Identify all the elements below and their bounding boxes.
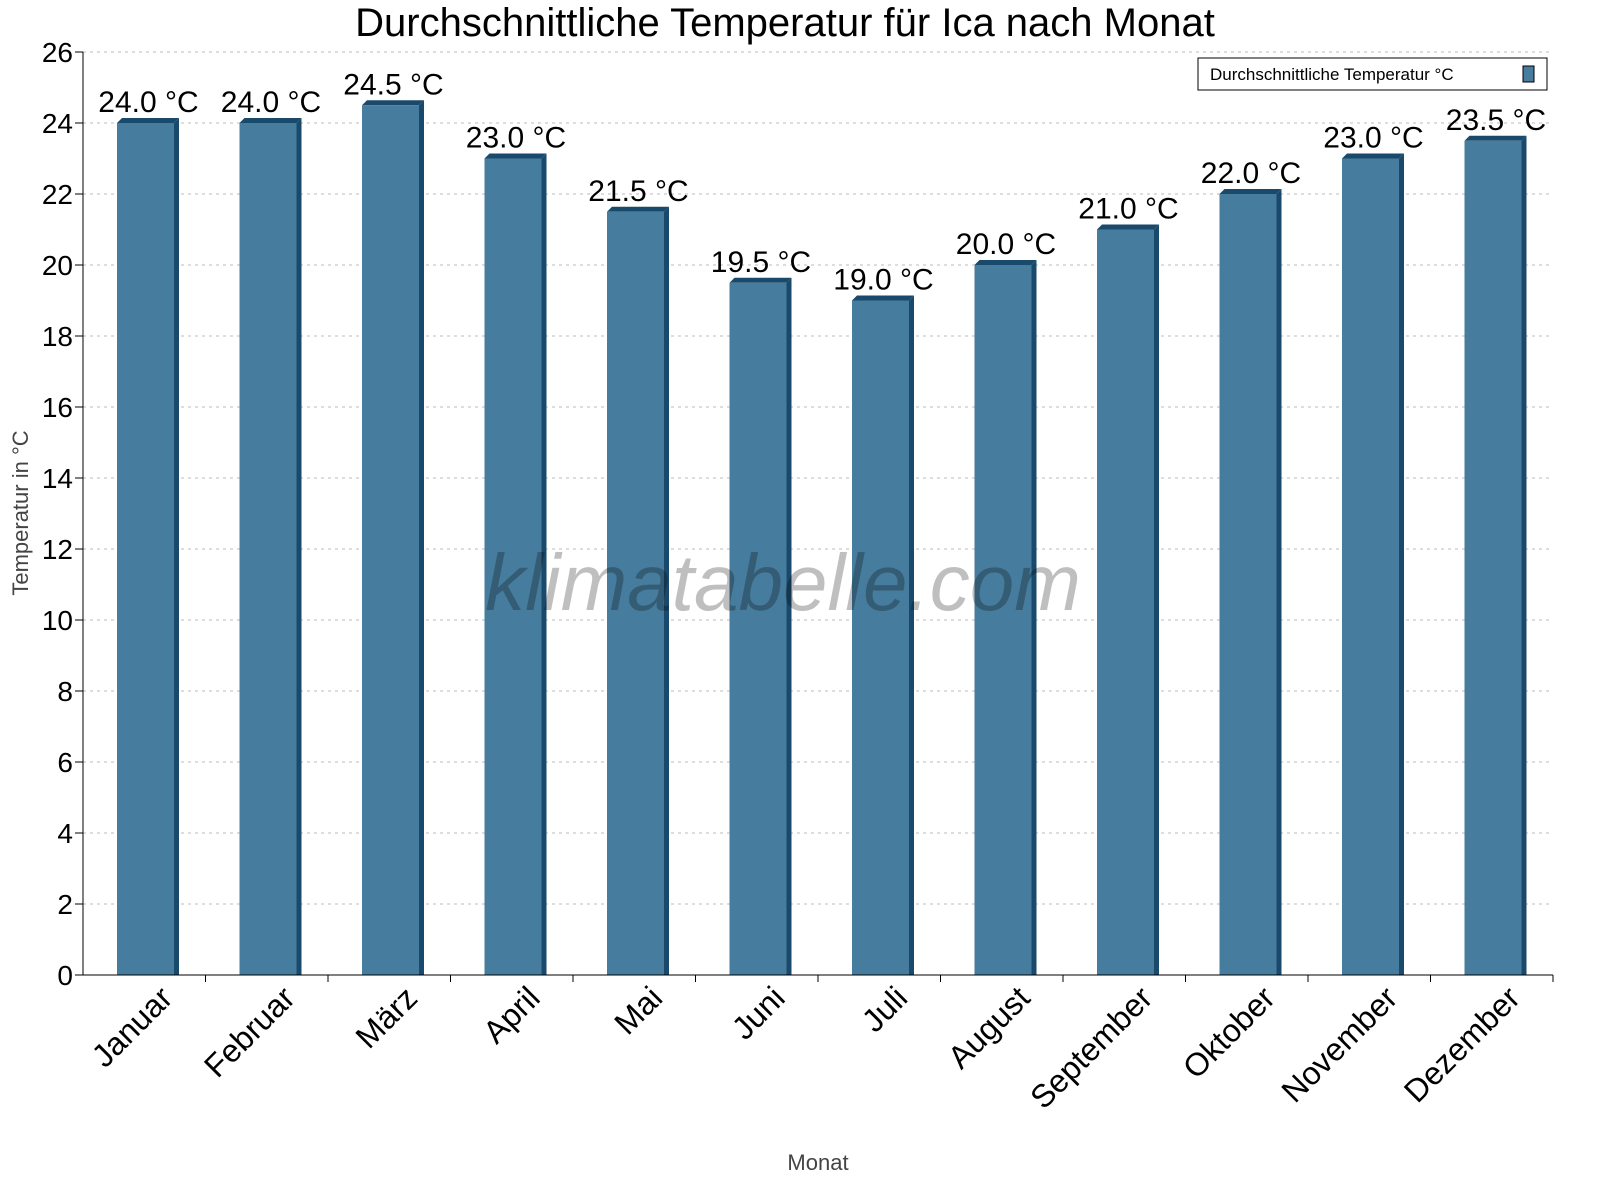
legend-swatch	[1522, 65, 1535, 83]
y-tick-label: 22	[42, 179, 73, 210]
bar-side	[1154, 224, 1159, 975]
bar	[974, 265, 1032, 975]
bar-side	[664, 206, 669, 975]
data-label: 21.0 °C	[1078, 193, 1178, 226]
data-label: 23.0 °C	[1323, 122, 1423, 155]
x-tick-label: Januar	[85, 979, 180, 1074]
bar-side	[1031, 260, 1037, 975]
data-labels: 24.0 °C 24.0 °C 24.5 °C 23.0 °C 21.5 °C 19.5 …	[98, 68, 1546, 296]
y-tick-label: 4	[57, 818, 73, 849]
bar-top	[362, 100, 424, 106]
bar-side	[296, 118, 302, 975]
bar	[607, 211, 664, 975]
x-tick-label: September	[1023, 979, 1159, 1115]
watermark: klimatabelle.com	[485, 538, 1081, 627]
bar	[1219, 194, 1277, 975]
x-tick-label: Juli	[855, 979, 914, 1038]
bar	[1097, 229, 1154, 975]
bar	[1342, 158, 1399, 975]
x-tick-label: August	[941, 979, 1037, 1075]
bar-top	[484, 153, 547, 159]
gridlines	[83, 51, 1553, 905]
bar	[484, 158, 542, 975]
bar-top	[729, 277, 792, 283]
x-tick-label: Oktober	[1176, 979, 1282, 1085]
legend-label: Durchschnittliche Temperatur °C	[1210, 65, 1454, 84]
bar-side	[786, 277, 792, 975]
bar-side	[1521, 135, 1527, 975]
x-tick-label: Mai	[607, 979, 669, 1041]
legend: Durchschnittliche Temperatur °C	[1197, 57, 1548, 91]
data-label: 24.0 °C	[98, 86, 198, 119]
y-tick-label: 10	[42, 605, 73, 636]
bar-side	[1399, 153, 1404, 975]
data-label: 22.0 °C	[1201, 157, 1301, 190]
y-tick-label: 26	[42, 37, 73, 68]
y-tick-label: 8	[57, 676, 73, 707]
x-tick-label: März	[348, 979, 424, 1055]
y-tick-label: 14	[42, 463, 73, 494]
y-axis-label: Temperatur in °C	[8, 430, 33, 595]
bar-top	[1219, 189, 1282, 194]
bar-side	[909, 295, 914, 975]
y-tick-label: 12	[42, 534, 73, 565]
x-tick-label: Juni	[725, 979, 792, 1046]
bars	[117, 100, 1527, 975]
y-tick-label: 0	[57, 960, 73, 991]
data-label: 23.5 °C	[1446, 104, 1546, 137]
y-tick-label: 16	[42, 392, 73, 423]
y-tick-label: 20	[42, 250, 73, 281]
bar-side	[419, 100, 424, 975]
bar	[117, 123, 174, 975]
data-label: 24.0 °C	[221, 86, 321, 119]
legend-box	[1197, 57, 1548, 91]
x-tick-label: April	[476, 979, 547, 1050]
bar	[362, 105, 419, 975]
data-label: 21.5 °C	[588, 175, 688, 208]
bar-top	[117, 118, 179, 123]
y-tick-label: 2	[57, 889, 73, 920]
bar-side	[174, 118, 179, 975]
data-label: 23.0 °C	[466, 122, 566, 155]
y-tick-label: 24	[42, 108, 73, 139]
bar-top	[974, 260, 1037, 265]
data-label: 19.5 °C	[711, 246, 811, 279]
data-label: 19.0 °C	[833, 264, 933, 297]
bar-side	[1276, 189, 1282, 975]
y-tick-label: 6	[57, 747, 73, 778]
x-tick-label: Dezember	[1397, 979, 1527, 1109]
bar-side	[541, 153, 547, 975]
x-axis-label: Monat	[787, 1150, 848, 1175]
bar	[729, 282, 787, 975]
bar-top	[852, 295, 914, 301]
bar-top	[1097, 224, 1159, 230]
bar-top	[1464, 135, 1527, 141]
y-tick-label: 18	[42, 321, 73, 352]
data-label: 20.0 °C	[956, 228, 1056, 261]
bar	[239, 123, 297, 975]
data-label: 24.5 °C	[343, 68, 443, 101]
x-tick-label: November	[1274, 979, 1404, 1109]
bar	[852, 300, 909, 975]
chart-title: Durchschnittliche Temperatur für Ica nac…	[355, 1, 1215, 45]
x-tick-label: Februar	[197, 979, 302, 1084]
bar-top	[1342, 153, 1404, 159]
bar-top	[607, 206, 669, 212]
bar	[1464, 140, 1522, 975]
bar-top	[239, 118, 302, 123]
